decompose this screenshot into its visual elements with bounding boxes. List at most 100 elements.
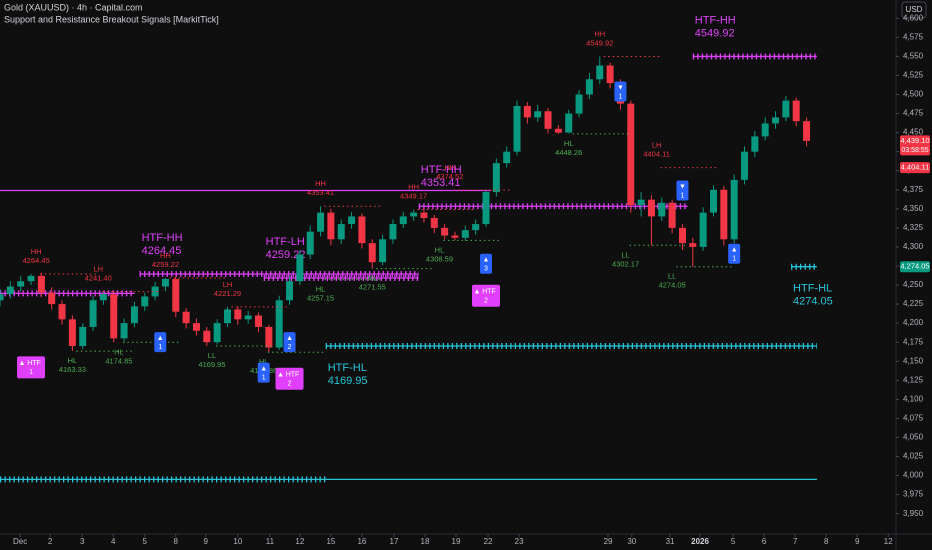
candle-body (275, 300, 283, 348)
candle-body (658, 202, 666, 217)
candle-body (647, 199, 655, 217)
candle-body (668, 202, 676, 228)
y-tick-label: 4,250 (903, 280, 924, 289)
y-tick-label: 4,300 (903, 242, 924, 251)
candle-body (678, 227, 686, 244)
price-tag (900, 162, 930, 174)
x-tick-label: 3 (80, 537, 85, 546)
pivot-value: 4374.52 (436, 172, 463, 181)
y-tick-label: 4,575 (903, 32, 924, 41)
pivot-tag: HL (68, 356, 78, 365)
candle-body (699, 212, 707, 247)
pivot-value: 4163.33 (59, 365, 86, 374)
candle-body (296, 254, 304, 282)
candle-body (58, 304, 66, 320)
signal-arrow: ▼ (679, 183, 686, 190)
candle-body (513, 105, 521, 152)
signal-count: 1 (29, 369, 33, 376)
pivot-value: 4448.26 (555, 148, 582, 157)
candle-body (430, 217, 438, 228)
y-tick-label: 4,175 (903, 337, 924, 346)
candle-body (410, 212, 418, 217)
pivot-value: 4271.55 (359, 283, 386, 292)
candle-body (730, 179, 738, 240)
pivot-tag: HH (594, 29, 605, 38)
y-tick-label: 4,350 (903, 204, 924, 213)
pivot-tag: HL (259, 357, 269, 366)
candle-body (68, 319, 76, 346)
price-tag (900, 261, 930, 273)
y-tick-label: 4,475 (903, 109, 924, 118)
signal-arrow: ▲ (731, 247, 738, 254)
signal-count: 1 (681, 192, 685, 199)
x-tick-label: 2 (48, 537, 53, 546)
pivot-value: 4241.40 (85, 274, 112, 283)
candle-body (306, 231, 314, 255)
candle-body (472, 224, 480, 231)
level-value: 4274.05 (793, 296, 833, 308)
level-value: 4353.41 (421, 177, 461, 189)
candle-body (6, 286, 14, 295)
candle-body (37, 275, 45, 293)
signal-count: 1 (158, 344, 162, 351)
pivot-value: 4549.92 (586, 38, 613, 47)
pivot-tag: HL (564, 139, 574, 148)
signal-count: 1 (262, 375, 266, 382)
signal-arrow: ▼ (617, 84, 624, 91)
candle-body (389, 224, 397, 240)
y-tick-label: 4,525 (903, 71, 924, 80)
signal-arrow: ▲ (19, 360, 26, 367)
candle-body (420, 212, 428, 218)
candle-body (130, 306, 138, 324)
currency-button[interactable] (901, 1, 927, 19)
candle-body (554, 128, 562, 133)
x-tick-label: 12 (884, 537, 893, 546)
signal-count: 2 (288, 381, 292, 388)
candle-body (337, 224, 345, 240)
pivot-tag: LH (93, 265, 103, 274)
pivot-value: 4302.17 (612, 259, 639, 268)
x-tick-label: 7 (793, 537, 798, 546)
price-tag-label: 4,404.11 (901, 163, 930, 172)
pivot-tag: HL (367, 274, 377, 283)
candle-body (79, 326, 87, 346)
currency-label[interactable]: USD (906, 5, 923, 14)
candle-body (689, 243, 697, 247)
y-tick-label: 4,050 (903, 433, 924, 442)
signal-box (472, 284, 501, 307)
y-tick-label: 4,125 (903, 375, 924, 384)
x-tick-label: 31 (666, 537, 675, 546)
candle-body (544, 111, 552, 129)
signal-text: HTF (27, 360, 41, 367)
signal-box (257, 362, 270, 383)
x-tick-label: 6 (762, 537, 767, 546)
signal-count: 1 (618, 93, 622, 100)
y-tick-label: 4,500 (903, 90, 924, 99)
candle-body (244, 315, 252, 320)
y-tick-label: 4,600 (903, 13, 924, 22)
candle-body (172, 278, 180, 312)
candle-body (606, 65, 614, 84)
candle-body (720, 189, 728, 240)
signal-count: 3 (484, 266, 488, 273)
level-label: HTF-HH (421, 164, 462, 176)
symbol-title: Gold (XAUUSD) · 4h · Capital.com (4, 2, 143, 12)
candle-body (203, 330, 211, 343)
y-tick-label: 3,950 (903, 509, 924, 518)
y-tick-label: 4,550 (903, 52, 924, 61)
candle-body (399, 216, 407, 225)
x-tick-label: 18 (421, 537, 430, 546)
candle-body (120, 323, 128, 339)
candle-body (379, 239, 387, 263)
x-tick-label: 9 (855, 537, 860, 546)
pivot-tag: HL (316, 285, 326, 294)
x-tick-label: 16 (357, 537, 366, 546)
x-tick-label: 15 (326, 537, 335, 546)
candle-body (585, 79, 593, 95)
indicator-title: Support and Resistance Breakout Signals … (4, 14, 219, 24)
pivot-value: 4257.15 (307, 294, 334, 303)
price-tag-countdown: 03:58:55 (901, 147, 928, 154)
candle-body (451, 235, 459, 238)
